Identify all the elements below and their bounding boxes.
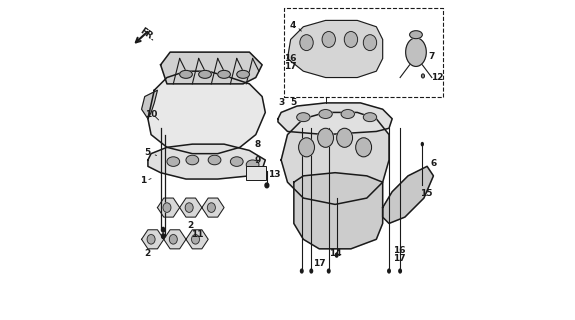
Ellipse shape (363, 35, 377, 51)
Ellipse shape (388, 269, 390, 273)
Text: 8: 8 (254, 140, 260, 148)
Ellipse shape (162, 228, 164, 232)
Ellipse shape (167, 157, 179, 166)
Ellipse shape (265, 183, 269, 188)
Text: 1: 1 (140, 176, 146, 185)
Ellipse shape (199, 70, 212, 78)
Ellipse shape (163, 203, 171, 212)
Polygon shape (202, 198, 224, 217)
Ellipse shape (208, 155, 221, 165)
Ellipse shape (218, 70, 231, 78)
Ellipse shape (406, 38, 426, 67)
FancyBboxPatch shape (246, 166, 266, 180)
Text: 12: 12 (431, 73, 443, 82)
Polygon shape (158, 198, 179, 217)
Text: 11: 11 (191, 230, 203, 239)
Text: 16: 16 (283, 54, 296, 63)
Ellipse shape (399, 269, 401, 273)
Ellipse shape (409, 31, 422, 39)
Ellipse shape (186, 155, 199, 165)
Ellipse shape (317, 128, 334, 147)
Ellipse shape (421, 142, 423, 146)
Text: 17: 17 (393, 254, 405, 263)
Ellipse shape (162, 234, 164, 238)
Polygon shape (179, 198, 202, 217)
Ellipse shape (179, 70, 192, 78)
Text: 16: 16 (393, 246, 405, 255)
Ellipse shape (231, 157, 243, 166)
Ellipse shape (301, 269, 303, 273)
Ellipse shape (297, 113, 310, 122)
Ellipse shape (335, 253, 338, 257)
Ellipse shape (421, 74, 424, 78)
Ellipse shape (337, 128, 352, 147)
Polygon shape (148, 144, 265, 179)
Text: FR.: FR. (138, 26, 156, 43)
Ellipse shape (300, 35, 313, 51)
Text: 13: 13 (269, 170, 281, 179)
Polygon shape (148, 71, 265, 154)
Ellipse shape (147, 235, 155, 244)
Ellipse shape (310, 269, 313, 273)
Polygon shape (186, 230, 208, 249)
Polygon shape (141, 230, 164, 249)
Text: 2: 2 (187, 220, 194, 229)
Text: 6: 6 (431, 159, 437, 168)
Polygon shape (164, 230, 186, 249)
Polygon shape (281, 112, 389, 204)
Ellipse shape (208, 203, 215, 212)
Ellipse shape (298, 138, 315, 157)
Text: 4: 4 (290, 21, 297, 30)
Text: 17: 17 (313, 259, 325, 268)
Text: 7: 7 (429, 52, 435, 61)
Text: 15: 15 (420, 189, 432, 198)
Text: 2: 2 (144, 249, 150, 258)
Ellipse shape (322, 32, 335, 47)
Ellipse shape (341, 109, 354, 118)
Ellipse shape (344, 32, 358, 47)
Ellipse shape (363, 113, 377, 122)
Polygon shape (383, 166, 434, 223)
Ellipse shape (191, 235, 200, 244)
Ellipse shape (185, 203, 193, 212)
Ellipse shape (246, 160, 259, 170)
Ellipse shape (169, 235, 177, 244)
Ellipse shape (328, 269, 330, 273)
Polygon shape (288, 20, 383, 77)
Text: 3: 3 (279, 99, 285, 108)
Text: 5: 5 (290, 99, 296, 108)
Polygon shape (160, 52, 262, 84)
Text: 10: 10 (145, 109, 157, 118)
Text: 9: 9 (255, 156, 261, 164)
Polygon shape (278, 103, 392, 135)
Polygon shape (294, 173, 383, 249)
Ellipse shape (319, 109, 332, 118)
Ellipse shape (237, 70, 250, 78)
Text: 17: 17 (283, 62, 296, 71)
Text: 14: 14 (329, 249, 342, 258)
Polygon shape (141, 90, 158, 119)
Text: 5: 5 (144, 148, 151, 156)
Ellipse shape (356, 138, 371, 157)
